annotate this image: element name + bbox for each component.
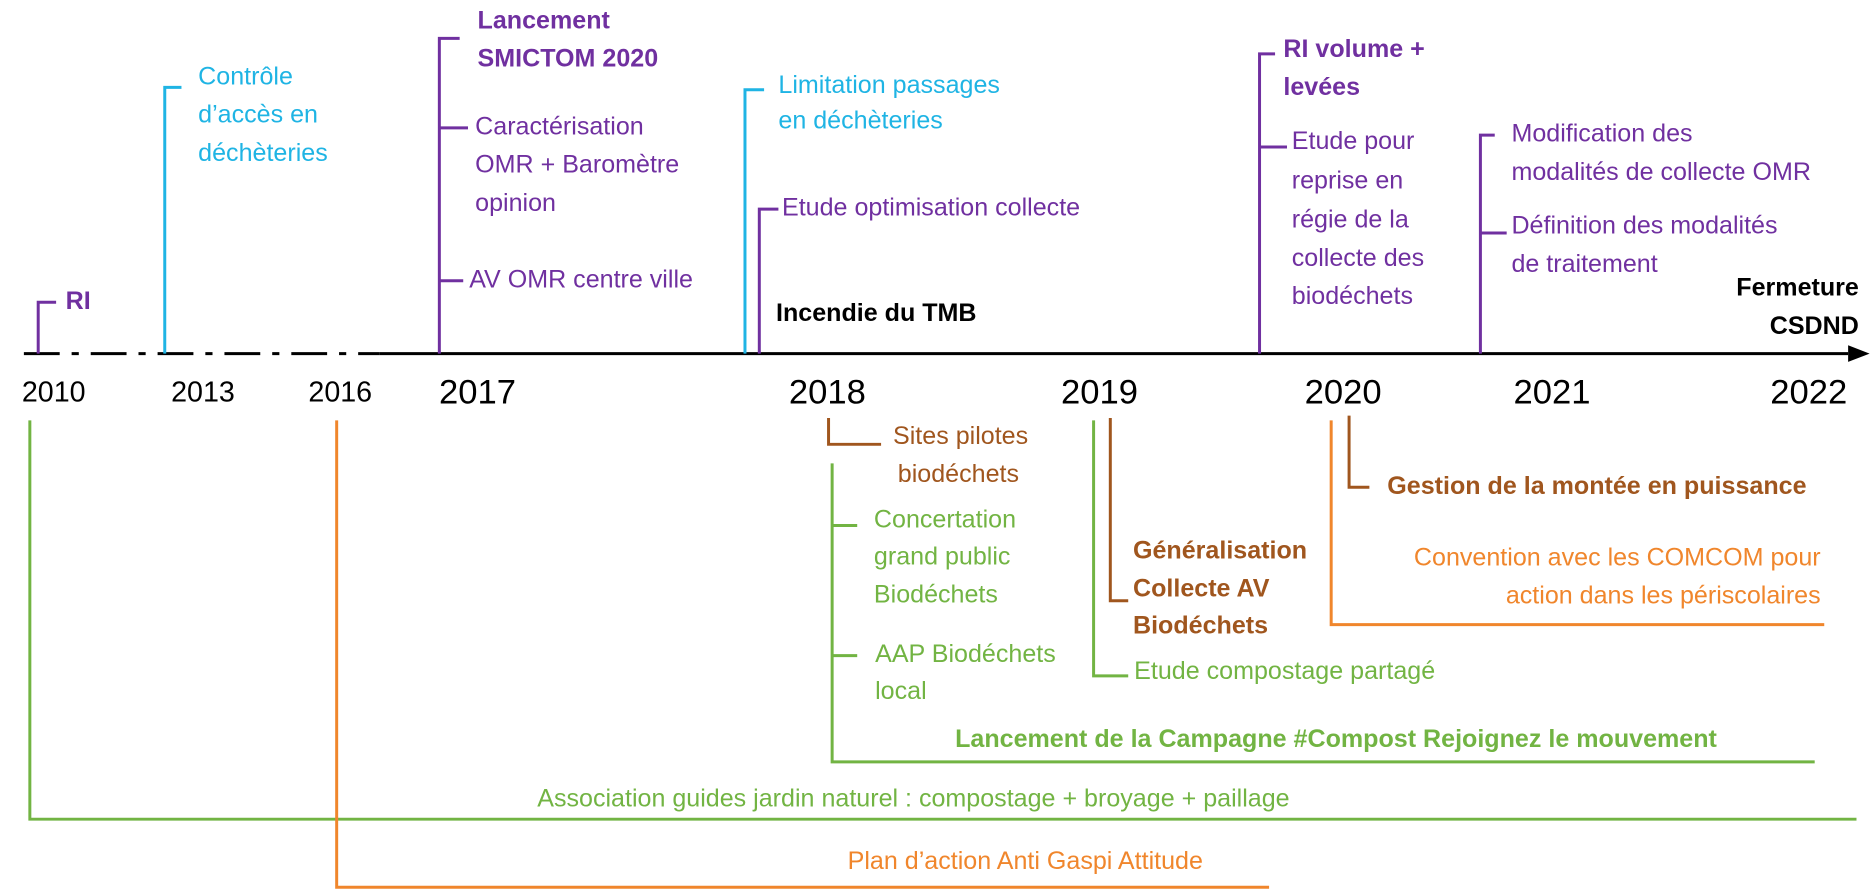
- label: Convention avec les COMCOM pour: [1414, 544, 1821, 572]
- label: Gestion de la montée en puissance: [1387, 472, 1806, 500]
- connector: [1478, 133, 1507, 354]
- connector: [36, 300, 57, 354]
- label: 2016: [308, 377, 372, 409]
- label: 2019: [1061, 373, 1138, 411]
- label: Biodéchets: [1133, 612, 1268, 640]
- connector: [757, 207, 779, 354]
- label: en déchèteries: [778, 107, 942, 135]
- label: Plan d’action Anti Gaspi Attitude: [848, 847, 1203, 875]
- label: RI volume +: [1283, 35, 1424, 63]
- label: grand public: [874, 542, 1011, 570]
- connector: [28, 420, 1857, 821]
- label: Incendie du TMB: [776, 299, 977, 327]
- label: régie de la: [1292, 206, 1409, 234]
- label: Etude optimisation collecte: [782, 194, 1080, 222]
- label: Modification des: [1511, 120, 1692, 148]
- connector: [437, 36, 469, 354]
- label: 2021: [1514, 373, 1591, 411]
- connector: [830, 463, 1815, 764]
- label: Lancement: [478, 6, 611, 34]
- label: biodéchets: [1292, 282, 1413, 310]
- label: 2010: [22, 377, 86, 409]
- connector: [1108, 418, 1129, 603]
- label: 2022: [1770, 373, 1847, 411]
- label: AV OMR centre ville: [469, 265, 693, 293]
- connector: [1347, 415, 1370, 489]
- label: Contrôle: [198, 62, 293, 90]
- label: Etude compostage partagé: [1134, 657, 1435, 685]
- label: reprise en: [1292, 166, 1403, 194]
- label: Association guides jardin naturel : comp…: [537, 785, 1289, 813]
- label: Sites pilotes: [893, 422, 1028, 450]
- connector: [827, 418, 882, 446]
- connector: [163, 85, 182, 354]
- label: Concertation: [874, 505, 1016, 533]
- label: AAP Biodéchets: [875, 640, 1056, 668]
- label: Fermeture: [1736, 274, 1859, 302]
- label: Biodéchets: [874, 581, 998, 609]
- label: modalités de collecte OMR: [1511, 158, 1810, 186]
- connector: [743, 88, 765, 354]
- label: SMICTOM 2020: [478, 45, 659, 73]
- axis: [23, 345, 1870, 362]
- label: RI: [66, 287, 91, 315]
- label: local: [875, 677, 927, 705]
- label: 2018: [789, 373, 866, 411]
- label: OMR + Baromètre: [475, 151, 679, 179]
- connector: [1092, 420, 1129, 678]
- label: Définition des modalités: [1511, 212, 1777, 240]
- label: 2020: [1305, 373, 1382, 411]
- label: 2013: [171, 377, 235, 409]
- label: de traitement: [1511, 250, 1657, 278]
- connector: [1258, 52, 1287, 354]
- label: déchèteries: [198, 139, 328, 167]
- connectors: [28, 36, 1857, 889]
- label: 2017: [439, 373, 516, 411]
- label: opinion: [475, 189, 556, 217]
- label: d’accès en: [198, 101, 318, 129]
- label: Limitation passages: [778, 71, 1000, 99]
- axis-arrow: [1848, 345, 1870, 362]
- label: Etude pour: [1292, 127, 1415, 155]
- connector: [1329, 420, 1825, 627]
- connector: [335, 420, 1270, 889]
- label: Généralisation: [1133, 536, 1307, 564]
- label: Collecte AV: [1133, 575, 1270, 603]
- label: action dans les périscolaires: [1506, 582, 1821, 610]
- label: biodéchets: [898, 460, 1019, 488]
- label: Caractérisation: [475, 113, 644, 141]
- label: Lancement de la Campagne #Compost Rejoig…: [955, 725, 1717, 753]
- label: levées: [1283, 73, 1360, 101]
- label: collecte des: [1292, 244, 1424, 272]
- label: CSDND: [1770, 312, 1859, 340]
